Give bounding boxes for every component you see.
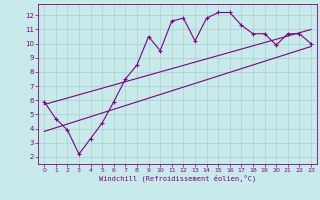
- X-axis label: Windchill (Refroidissement éolien,°C): Windchill (Refroidissement éolien,°C): [99, 175, 256, 182]
